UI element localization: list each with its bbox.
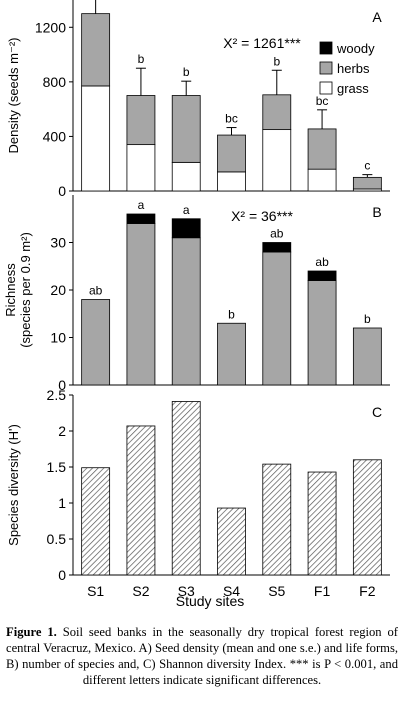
bar-herbs: [352, 327, 382, 386]
y-tick-label: 2: [58, 423, 66, 439]
bar-grass: [81, 85, 111, 192]
legend-swatch-woody: [319, 41, 333, 55]
panel-letter: C: [372, 404, 382, 420]
caption-text: Soil seed banks in the seasonally dry tr…: [6, 625, 398, 687]
significance-letter: bc: [225, 112, 238, 126]
x-tick-label: F2: [359, 583, 376, 599]
bar-herbs: [307, 128, 337, 170]
y-tick-label: 1.5: [47, 459, 67, 475]
significance-letter: ab: [89, 284, 103, 298]
y-tick-label: 0: [58, 183, 66, 199]
bars: [81, 401, 382, 576]
bar-diversity: [217, 507, 246, 576]
y-tick-label: 800: [43, 74, 67, 90]
y-tick-label: 1: [58, 495, 66, 511]
panel-B: 0 10 20 30 Richness(species per 0.9 m²) B X² =…: [3, 195, 390, 393]
y-axis-label: Species diversity (H'): [6, 424, 21, 546]
y-tick-label: 2.5: [47, 387, 67, 403]
stat-annotation: X² = 1261***: [223, 35, 301, 51]
x-tick-label: S2: [132, 583, 149, 599]
bar-diversity: [307, 471, 337, 576]
y-tick-label: 30: [50, 235, 66, 251]
legend-swatch-grass: [319, 81, 333, 95]
panel-letter: A: [372, 9, 382, 25]
significance-letter: ab: [270, 227, 284, 241]
legend-swatch-herbs: [319, 61, 333, 75]
x-tick-label: S3: [178, 583, 195, 599]
bar-grass: [307, 168, 337, 192]
significance-letter: a: [183, 203, 190, 217]
bar-diversity: [262, 463, 292, 576]
bar-diversity: [126, 425, 156, 576]
y-tick-label: 0.5: [47, 531, 67, 547]
significance-letter: ab: [315, 255, 329, 269]
legend-label-herbs: herbs: [337, 61, 370, 76]
bar-grass: [262, 129, 292, 192]
significance-letter: a: [138, 198, 145, 212]
x-tick-label: S1: [87, 583, 104, 599]
significance-letter: bc: [316, 94, 329, 108]
bar-herbs: [171, 237, 201, 386]
significance-letter: b: [228, 307, 235, 321]
panel-C: 0 0.5 1 1.5 2 2.5 Species diversity (H') C: [6, 387, 390, 583]
bar-herbs: [217, 322, 246, 386]
legend-label-woody: woody: [336, 41, 375, 56]
x-axis: S1 S2 S3 S4 S5 F1 F2: [87, 583, 376, 599]
bar-woody: [171, 218, 201, 239]
y-tick-label: 10: [50, 330, 66, 346]
significance-letter: b: [183, 65, 190, 79]
y-tick-label: 400: [43, 128, 67, 144]
bar-herbs: [81, 299, 111, 386]
stat-annotation: X² = 36***: [231, 208, 293, 224]
y-tick-label: 0: [58, 377, 66, 393]
bar-herbs: [217, 134, 246, 173]
bar-woody: [307, 270, 337, 281]
bar-herbs: [126, 223, 156, 386]
panel-letter: B: [372, 204, 381, 220]
bar-herbs: [262, 251, 292, 386]
x-tick-label: S4: [223, 583, 240, 599]
bar-diversity: [352, 459, 382, 576]
significance-letter: c: [364, 159, 370, 173]
y-axis-label: Richness(species per 0.9 m²): [3, 232, 33, 348]
significance-letter: b: [273, 54, 280, 68]
y-axis-label: Density (seeds m⁻²): [6, 38, 21, 154]
x-axis-label: Study sites: [176, 593, 244, 609]
bar-herbs: [307, 280, 337, 386]
bar-herbs: [262, 94, 292, 131]
x-tick-label: S5: [268, 583, 285, 599]
bar-herbs: [81, 13, 111, 87]
bar-diversity: [81, 467, 111, 576]
figure-caption: Figure 1. Soil seed banks in the seasona…: [6, 624, 398, 688]
bars: abbbcbbcc: [81, 0, 382, 192]
bar-grass: [217, 171, 246, 192]
significance-letter: b: [364, 312, 371, 326]
bar-grass: [171, 161, 201, 192]
legend: woody herbs grass: [319, 41, 375, 96]
panel-A: 0 400 800 1200 Density (seeds m⁻²) A X² = 1261…: [6, 0, 390, 199]
x-tick-label: F1: [314, 583, 331, 599]
bar-woody: [262, 242, 292, 253]
bar-herbs: [126, 95, 156, 146]
significance-letter: b: [138, 52, 145, 66]
legend-label-grass: grass: [337, 81, 369, 96]
y-tick-label: 0: [58, 567, 66, 583]
y-tick-label: 20: [50, 282, 66, 298]
bar-herbs: [352, 176, 382, 190]
bar-woody: [126, 213, 156, 224]
bar-grass: [126, 144, 156, 192]
y-tick-label: 1200: [35, 19, 66, 35]
caption-label: Figure 1.: [6, 625, 57, 639]
bar-herbs: [171, 95, 201, 163]
bar-diversity: [171, 401, 201, 576]
